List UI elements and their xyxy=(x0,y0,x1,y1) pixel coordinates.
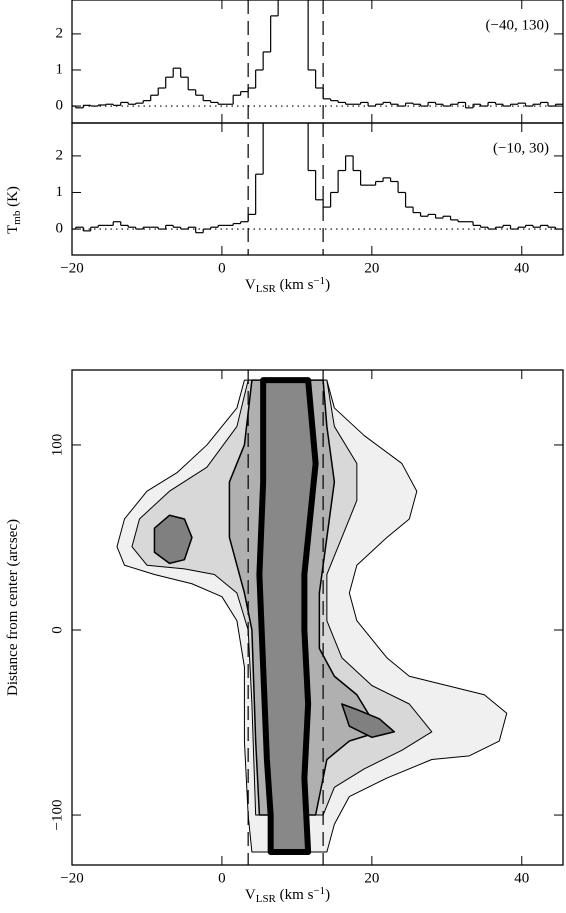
y-axis-label: Distance from center (arcsec) xyxy=(5,519,21,696)
label-part: −1 xyxy=(313,275,325,287)
label-part: mb xyxy=(11,210,23,225)
x-tick-label: −20 xyxy=(60,260,83,276)
label-part: V xyxy=(245,887,256,903)
x-tick-label: 20 xyxy=(364,870,379,886)
y-tick-label: 100 xyxy=(49,434,65,457)
y-tick-label: −100 xyxy=(49,800,65,831)
panel: 0 1 2 (−40, 130) xyxy=(56,0,564,124)
y-tick-label: 0 xyxy=(56,97,64,113)
y-tick-label: 1 xyxy=(56,184,64,200)
x-axis-label: VLSR (km s−1) xyxy=(245,275,330,295)
contour xyxy=(341,703,396,739)
label-part: (km s xyxy=(276,277,314,293)
y-tick-label: 2 xyxy=(56,25,64,41)
label-part: Distance from center (arcsec) xyxy=(5,519,21,696)
label-part: LSR xyxy=(256,283,277,295)
label-part: V xyxy=(245,277,256,293)
frame xyxy=(71,122,564,256)
annotation: (−10, 30) xyxy=(493,140,549,156)
x-tick-label: 20 xyxy=(364,260,379,276)
y-tick-label: 0 xyxy=(56,220,64,236)
contour xyxy=(153,514,193,565)
plot-area xyxy=(72,123,563,255)
plot-area xyxy=(72,0,563,123)
x-tick-label: 0 xyxy=(218,260,226,276)
plot-area xyxy=(116,370,508,865)
x-tick-label: −20 xyxy=(60,870,83,886)
y-axis-label: Tmb (K) xyxy=(5,186,22,234)
y-tick-label: 2 xyxy=(56,147,64,163)
label-part: LSR xyxy=(256,893,277,905)
x-tick-label: 0 xyxy=(218,870,226,886)
y-tick-label: 0 xyxy=(49,626,65,634)
frame xyxy=(71,369,564,866)
x-tick-label: 40 xyxy=(514,260,529,276)
y-tick-label: 1 xyxy=(56,61,64,77)
label-part: T xyxy=(5,225,21,234)
x-axis-label: VLSR (km s−1) xyxy=(245,885,330,905)
label-part: (K) xyxy=(5,186,21,211)
panel: −20 0 20 40 −100 0 100 VLSR (km s−1) Distance fr… xyxy=(5,369,564,905)
x-tick-label: 40 xyxy=(514,870,529,886)
label-part: (km s xyxy=(276,887,314,903)
contour xyxy=(256,377,319,856)
annotation: (−40, 130) xyxy=(486,17,549,33)
panel: −20 0 20 40 0 1 2 (−10, 30) VLSR (km s−1) Tmb (K) xyxy=(5,122,564,295)
label-part: ) xyxy=(325,887,330,903)
label-part: ) xyxy=(325,277,330,293)
label-part: −1 xyxy=(313,885,325,897)
